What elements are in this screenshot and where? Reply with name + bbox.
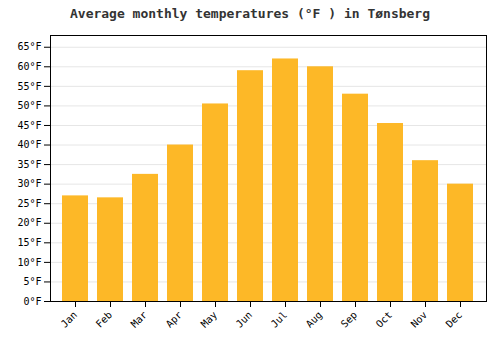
- svg-text:Mar: Mar: [129, 309, 150, 330]
- svg-text:55°F: 55°F: [17, 81, 41, 92]
- svg-text:Apr: Apr: [164, 309, 185, 330]
- svg-text:Jan: Jan: [59, 309, 80, 330]
- svg-text:35°F: 35°F: [17, 159, 41, 170]
- svg-text:Jun: Jun: [234, 309, 255, 330]
- svg-text:65°F: 65°F: [17, 41, 41, 52]
- svg-text:45°F: 45°F: [17, 120, 41, 131]
- svg-text:May: May: [199, 309, 220, 330]
- svg-text:Jul: Jul: [269, 309, 290, 330]
- svg-text:Dec: Dec: [444, 309, 465, 330]
- svg-text:30°F: 30°F: [17, 178, 41, 189]
- svg-text:0°F: 0°F: [23, 296, 41, 307]
- svg-text:50°F: 50°F: [17, 100, 41, 111]
- svg-text:Aug: Aug: [304, 309, 325, 330]
- html-text:Average monthly temperatures (: Average monthly temperatures (°F ) in Tø…: [70, 6, 430, 21]
- svg-text:Feb: Feb: [94, 309, 115, 330]
- svg-text:25°F: 25°F: [17, 198, 41, 209]
- svg-text:15°F: 15°F: [17, 237, 41, 248]
- svg-text:10°F: 10°F: [17, 257, 41, 268]
- svg-text:40°F: 40°F: [17, 139, 41, 150]
- svg-text:60°F: 60°F: [17, 61, 41, 72]
- svg-text:Sep: Sep: [339, 309, 360, 330]
- svg-text:5°F: 5°F: [23, 276, 41, 287]
- svg-text:Oct: Oct: [374, 309, 395, 330]
- svg-text:20°F: 20°F: [17, 217, 41, 228]
- svg-text:Nov: Nov: [409, 309, 430, 330]
